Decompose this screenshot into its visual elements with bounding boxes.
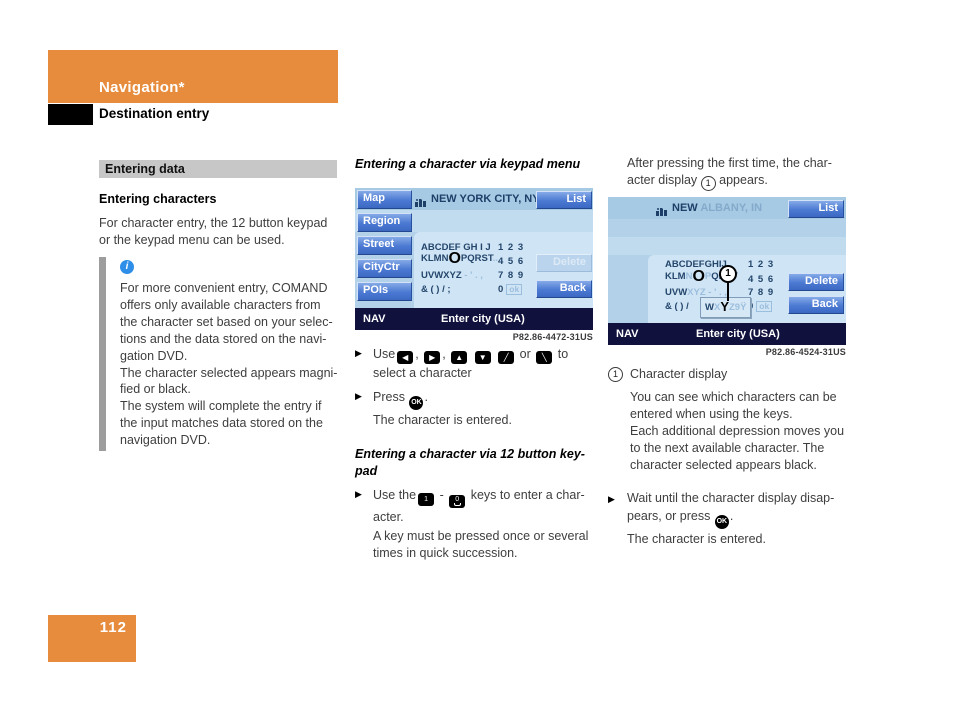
section-bar: Entering data: [99, 160, 337, 178]
keypad-row4: & ( ) / ;: [421, 284, 451, 295]
status-bar: NAV Enter city (USA): [355, 308, 593, 330]
key-1-icon: 1: [418, 493, 435, 506]
back-button[interactable]: Back: [788, 296, 844, 314]
legend-number-1: 1: [608, 367, 623, 382]
chapter-black-tab: [48, 104, 93, 125]
arrow-down-key-icon: ▼: [474, 351, 491, 364]
right-intro: After pressing the first time, the char-…: [627, 155, 862, 191]
figure1-label: P82.86-4472-31US: [512, 332, 593, 342]
info-icon: i: [120, 260, 134, 274]
cityctr-button[interactable]: CityCtr: [357, 259, 412, 278]
screen1-title-band: [355, 188, 593, 210]
intro-paragraph: For character entry, the 12 button keypa…: [99, 216, 328, 247]
keypad-row4: & ( ) /: [665, 301, 689, 312]
heading-12-button-keypad: Entering a character via 12 button key- …: [355, 447, 585, 478]
ok-box[interactable]: ok: [506, 284, 523, 295]
diagonal-up-key-icon: ╱: [498, 351, 515, 364]
arrow-up-key-icon: ▲: [451, 351, 468, 364]
popup-selected-character: Y: [720, 299, 729, 314]
legend-body: You can see which characters can be ente…: [630, 390, 845, 472]
space-symbol: [453, 503, 461, 506]
nav-label: NAV: [363, 313, 386, 325]
step-note: A key must be pressed once or several ti…: [373, 529, 589, 560]
key-0-icon: 0: [449, 495, 466, 508]
step-result: The character is entered.: [373, 413, 512, 427]
keypad-row1-numbers: 1 2 3: [498, 242, 525, 253]
note-side-bar: [99, 257, 106, 451]
keypad-row2-numbers: 4 5 6: [498, 256, 525, 267]
keypad-row1: ABCDEF GH I J: [421, 242, 491, 253]
list-button[interactable]: List: [536, 191, 592, 209]
pois-button[interactable]: POIs: [357, 282, 412, 301]
screen1-band2: [355, 210, 593, 232]
circled-1: 1: [700, 176, 716, 191]
callout-line: [727, 281, 729, 301]
status-text: Enter city (USA): [441, 313, 525, 325]
page-title: Navigation*: [99, 79, 185, 96]
section-bar-label: Entering data: [105, 162, 185, 176]
keypad-row2: KLMNOPQRST..: [421, 250, 498, 267]
city-icon: [415, 194, 428, 212]
keypad-row2-numbers: 4 5 6: [748, 274, 775, 285]
bullet-icon: ▶: [355, 348, 362, 358]
ok-key-icon: OK: [714, 514, 729, 529]
keypad-row3-numbers: 7 8 9: [748, 287, 775, 298]
screen2-title-band: [608, 197, 846, 219]
street-button[interactable]: Street: [357, 236, 412, 255]
chapter-subtitle: Destination entry: [99, 106, 210, 121]
keypad-row3: UVWXYZ - ' . ,: [665, 287, 727, 298]
city-icon: [656, 203, 669, 221]
delete-button[interactable]: Delete: [788, 273, 844, 291]
bullet-icon: ▶: [355, 489, 362, 499]
screen2-band2: [608, 219, 846, 237]
arrow-left-key-icon: ◀: [397, 351, 414, 364]
step-use-arrows: Use ◀, ▶, ▲ ▼ ╱ or ╲ to select a characte…: [373, 347, 569, 380]
keypad-row1: ABCDEFGHIJ: [665, 259, 727, 270]
callout-circle-1: 1: [719, 265, 737, 283]
region-button[interactable]: Region: [357, 213, 412, 232]
legend-title: Character display: [630, 367, 728, 381]
keypad-row4-right: 0ok: [748, 301, 773, 313]
page-number-block: 112: [48, 615, 136, 662]
back-button[interactable]: Back: [536, 280, 592, 298]
character-display-popup: WXYZ9Ÿ: [700, 297, 752, 318]
comand-screen-character-display: NEW ALBANY, IN List ABCDEFGHIJ 1 2 3 KLM…: [608, 197, 846, 345]
status-bar: NAV Enter city (USA): [608, 323, 846, 345]
comand-screen-keypad-menu: Map Region Street CityCtr POIs NEW YORK …: [355, 188, 593, 330]
heading-keypad-menu: Entering a character via keypad menu: [355, 157, 581, 171]
status-text: Enter city (USA): [696, 328, 780, 340]
step-press-ok: Press OK.: [373, 388, 428, 410]
diagonal-down-key-icon: ╲: [536, 351, 553, 364]
bullet-icon: ▶: [355, 391, 362, 401]
step-number-keys: Use the 1 - 0 keys to enter a char-acter.: [373, 488, 585, 524]
selected-character: O: [692, 268, 705, 285]
ok-box[interactable]: ok: [756, 301, 773, 312]
screen2-title: NEW ALBANY, IN: [672, 202, 763, 214]
list-button[interactable]: List: [788, 200, 844, 218]
bullet-icon: ▶: [608, 494, 615, 504]
delete-button[interactable]: Delete: [536, 254, 592, 272]
ok-key-icon: OK: [409, 396, 424, 410]
arrow-right-key-icon: ▶: [424, 351, 441, 364]
screen2-band3: [608, 237, 846, 255]
subheading-entering-characters: Entering characters: [99, 192, 217, 206]
keypad-row3: UVWXYZ - ' . ,: [421, 270, 483, 281]
selected-character: O: [448, 250, 461, 267]
map-button[interactable]: Map: [357, 190, 412, 209]
note-paragraph: For more convenient entry, COMAND offers…: [120, 281, 338, 448]
keypad-row3-numbers: 7 8 9: [498, 270, 525, 281]
header-orange-band: Navigation*: [48, 50, 338, 103]
nav-label: NAV: [616, 328, 639, 340]
keypad-row1-numbers: 1 2 3: [748, 259, 775, 270]
figure2-label: P82.86-4524-31US: [765, 347, 846, 357]
step-result: The character is entered.: [627, 532, 766, 546]
page-number: 112: [99, 619, 127, 636]
step-wait: Wait until the character display disap-p…: [627, 490, 859, 529]
